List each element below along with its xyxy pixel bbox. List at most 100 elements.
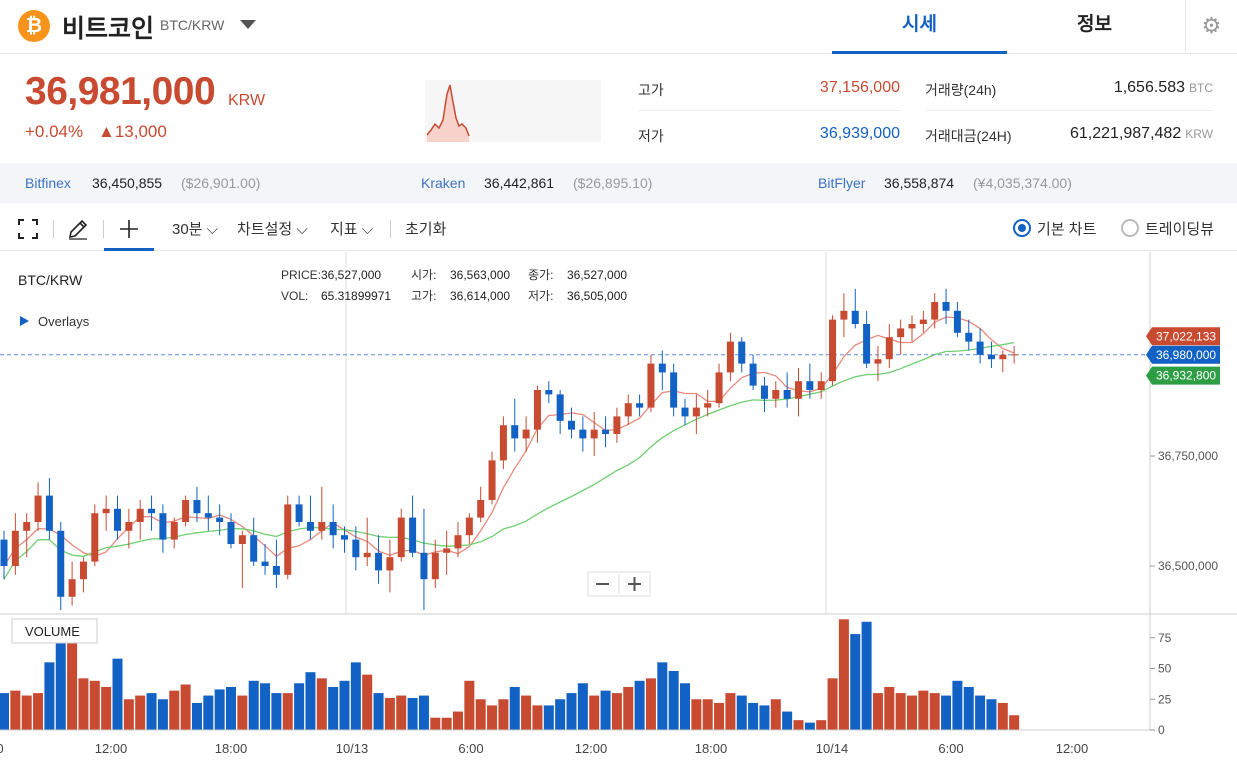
candle-body (79, 561, 87, 580)
volume-bar (634, 680, 645, 730)
volume-bar (941, 695, 952, 730)
pencil-icon[interactable] (67, 218, 89, 240)
candle-body (613, 416, 621, 434)
legend-close-label: 종가: (528, 268, 553, 282)
candle-body (102, 508, 110, 514)
chart-grid (345, 252, 827, 614)
price-tag (1146, 366, 1220, 385)
volume-bar (146, 693, 157, 730)
candle-body (624, 403, 632, 417)
tradingview-label[interactable]: 트레이딩뷰 (1145, 221, 1215, 238)
basic-chart-radio[interactable] (1013, 219, 1031, 237)
candle-body (829, 319, 837, 382)
price-tick-label: 36,750,000 (1158, 449, 1218, 463)
candle-body (908, 324, 916, 329)
exchange-name[interactable]: Bitfinex (25, 175, 71, 191)
candle-body (420, 552, 428, 580)
header: ₿ 비트코인 BTC/KRW 시세 정보 ⚙ (0, 0, 1237, 54)
low-label: 저가 (638, 128, 664, 144)
chart-toolbar: 30분 ⌵ 차트설정 ⌵ 지표 ⌵ 초기화 기본 차트 트레이딩뷰 (0, 205, 1237, 251)
exchange-bar: Bitfinex 36,450,855 ($26,901.00) Kraken … (0, 163, 1237, 203)
exchange-usd: (¥4,035,374.00) (973, 175, 1072, 191)
candle-body (590, 429, 598, 439)
candle-body (556, 394, 564, 421)
volume-bar (929, 693, 940, 730)
time-label: 12:00 (95, 741, 128, 756)
candle-body (885, 337, 893, 360)
candle-body (499, 425, 507, 461)
volume-bar (418, 695, 429, 730)
volume-bar (89, 680, 100, 730)
crosshair-icon[interactable] (118, 218, 140, 240)
volume-bar (725, 693, 736, 730)
volume-value: 1,656.583 BTC (1113, 79, 1213, 96)
overlays-toggle[interactable]: Overlays (38, 314, 90, 329)
volume-bar (67, 637, 78, 730)
volume-bar (33, 693, 44, 730)
legend-high: 36,614,000 (450, 289, 510, 303)
caret-down-icon[interactable] (240, 20, 256, 29)
tab-price[interactable]: 시세 (832, 0, 1007, 54)
candle-body (795, 381, 802, 399)
fullscreen-icon[interactable] (18, 219, 38, 239)
volume-bar (475, 699, 486, 730)
candle-body (465, 517, 473, 536)
volume-label: VOLUME (25, 624, 80, 639)
volume-bar (169, 690, 180, 730)
reset-button[interactable]: 초기화 (405, 221, 447, 238)
exchange-price: 36,450,855 (92, 175, 163, 191)
legend-price-label: PRICE: (281, 268, 321, 282)
candle-body (136, 508, 144, 522)
volume-bar (384, 698, 395, 730)
candle-body (0, 539, 8, 566)
volume-bar (532, 705, 543, 730)
exchange-name[interactable]: BitFlyer (818, 175, 866, 191)
volume-bar (112, 658, 123, 730)
candle-body (783, 390, 791, 399)
volume-bar (680, 683, 690, 730)
volume-bar (237, 695, 248, 730)
candle-body (681, 407, 689, 417)
volume-bar (668, 670, 679, 730)
tradingview-radio[interactable] (1121, 219, 1139, 237)
candle-body (170, 522, 178, 540)
volume-bar (736, 695, 747, 730)
stats-divider (638, 110, 901, 111)
basic-chart-label[interactable]: 기본 차트 (1037, 221, 1097, 238)
candle-body (704, 403, 712, 408)
gear-icon[interactable]: ⚙ (1185, 0, 1237, 54)
volume-bar (157, 699, 168, 730)
volume-bar (248, 680, 259, 730)
candle-body (579, 429, 587, 439)
candle-body (568, 420, 575, 430)
candle-body (602, 429, 610, 434)
candle-body (148, 508, 156, 514)
exchange-name[interactable]: Kraken (421, 175, 466, 191)
legend-price: 36,527,000 (321, 268, 381, 282)
indicators-dropdown[interactable]: 지표 ⌵ (330, 221, 374, 238)
interval-dropdown[interactable]: 30분 ⌵ (172, 221, 219, 238)
candle-body (454, 535, 462, 549)
overlays-triangle-icon[interactable] (20, 316, 29, 326)
candlestick-chart[interactable]: 36,500,000 36,750,000 0 25 50 75 0 12:00 18:00 10… (0, 252, 1237, 769)
volume-bar (396, 695, 407, 730)
candle-body (670, 372, 678, 408)
volume-bar (339, 680, 350, 730)
coin-name: 비트코인 (62, 15, 155, 43)
volume-bar (509, 686, 520, 730)
exchange-price: 36,442,861 (484, 175, 555, 191)
volume-bar (55, 625, 66, 730)
change-percent: +0.04% (25, 122, 84, 141)
candle-body (375, 552, 383, 571)
chart-settings-dropdown[interactable]: 차트설정 ⌵ (237, 221, 308, 238)
tab-info[interactable]: 정보 (1077, 14, 1112, 35)
time-label: 6:00 (458, 741, 483, 756)
coin-pair: BTC/KRW (160, 17, 225, 33)
volume-bar (498, 699, 509, 730)
candle-body (329, 522, 337, 536)
sparkline-area (427, 85, 469, 142)
toolbar-separator (103, 220, 104, 238)
volume-bar (521, 695, 532, 730)
volume-bar (305, 672, 316, 730)
legend-vol: 65.31899971 (321, 289, 391, 303)
